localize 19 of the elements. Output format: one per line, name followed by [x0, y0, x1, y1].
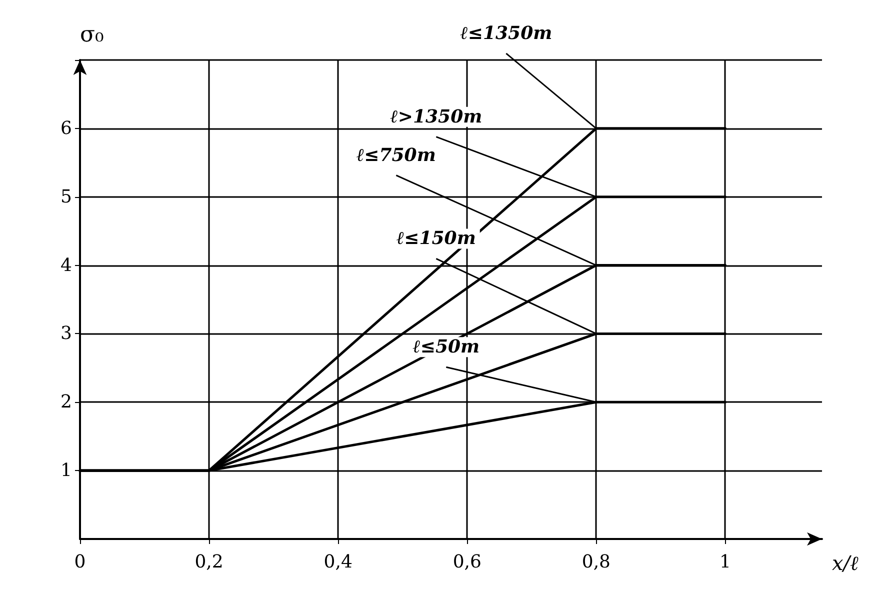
text: ℓ>1350m: [390, 106, 482, 128]
y-tick-label: 5: [60, 186, 72, 208]
y-tick-label: 2: [60, 392, 72, 413]
text: ℓ≤1350m: [460, 22, 552, 44]
y-tick-label: 3: [60, 323, 72, 344]
x-tick-label: 0,2: [194, 552, 224, 572]
y-tick-label: 6: [60, 118, 72, 139]
x-tick-label: 0,8: [582, 552, 610, 572]
y-tick-label: 4: [60, 254, 72, 276]
x-tick-label: 0,6: [452, 552, 482, 572]
x-tick-label: 0: [74, 552, 86, 572]
x-axis-title: x/ℓ: [832, 551, 860, 575]
text: ℓ≤150m: [396, 228, 476, 250]
y-tick-label: 1: [60, 460, 72, 482]
x-tick-label: 0,4: [324, 552, 352, 572]
text: ℓ≤750m: [356, 144, 436, 166]
x-tick-label: 1: [719, 552, 731, 572]
text: ℓ≤50m: [412, 336, 480, 358]
y-axis-title: σ₀: [80, 22, 104, 48]
